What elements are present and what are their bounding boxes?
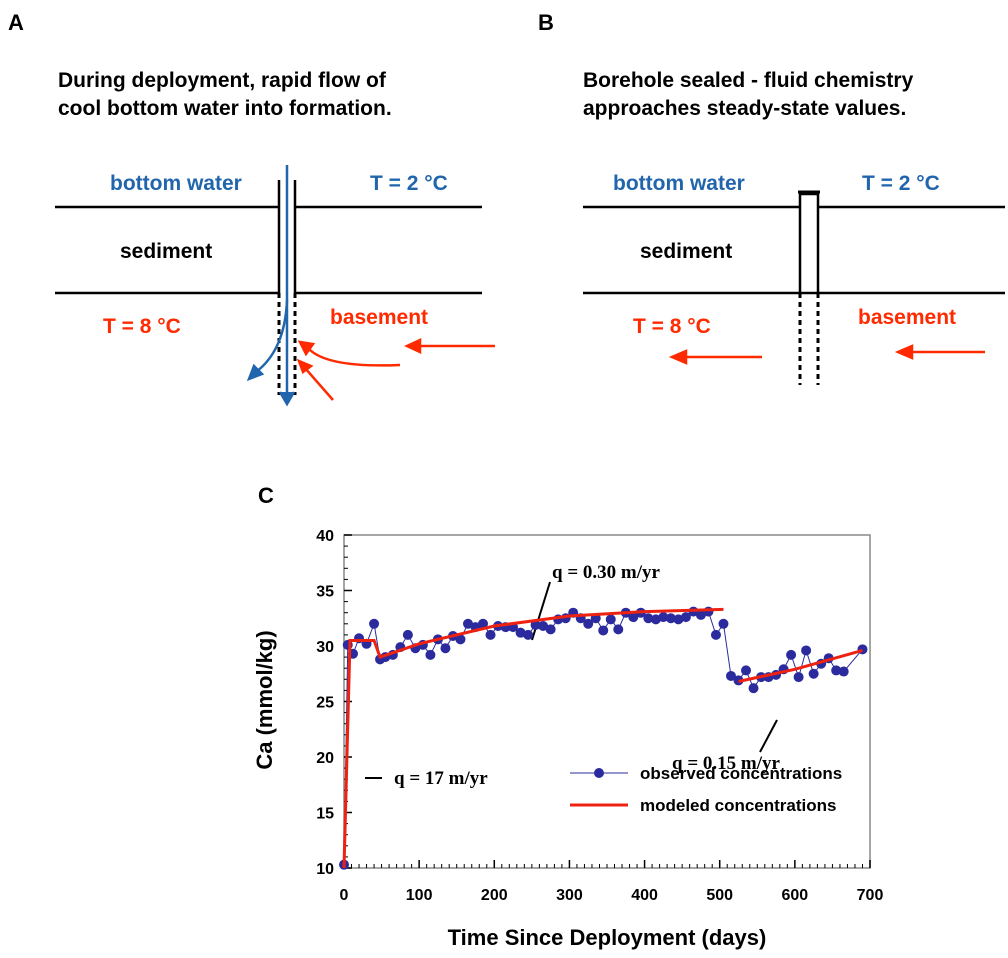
plot-frame: [343, 534, 871, 869]
data-point: [440, 643, 451, 654]
data-point: [673, 614, 684, 625]
label: basement: [330, 306, 428, 329]
data-point: [695, 609, 706, 620]
data-point: [741, 665, 752, 676]
data-point: [808, 668, 819, 679]
data-point: [748, 683, 759, 694]
x-tick-label: 0: [340, 887, 349, 904]
flow-arrows-red: [296, 338, 495, 401]
y-tick-label: 10: [316, 861, 334, 878]
data-point: [838, 666, 849, 677]
data-point: [369, 618, 380, 629]
label: sediment: [120, 240, 212, 263]
data-point: [515, 627, 526, 638]
x-tick-label: 400: [631, 887, 658, 904]
label: T = 8 °C: [633, 315, 711, 338]
legend: observed concentrations modeled concentra…: [570, 764, 842, 815]
caption: Borehole sealed - fluid chemistry: [583, 69, 914, 92]
data-point: [801, 645, 812, 656]
data-point: [455, 634, 466, 645]
data-point: [665, 613, 676, 624]
y-tick-label: 40: [316, 528, 334, 545]
legend-marker: [594, 768, 604, 778]
data-point: [545, 624, 556, 635]
panel-label: B: [538, 10, 554, 35]
data-point: [793, 672, 804, 683]
x-tick-label: 300: [556, 887, 583, 904]
leader-lines: [365, 581, 778, 779]
series-line: [342, 607, 863, 869]
legend-label: modeled concentrations: [640, 796, 836, 815]
y-tick-label: 20: [316, 750, 334, 767]
caption: During deployment, rapid flow of: [58, 69, 387, 92]
data-point: [402, 629, 413, 640]
x-axis-label: Time Since Deployment (days): [448, 925, 767, 950]
data-point: [650, 614, 661, 625]
data-point: [538, 621, 549, 632]
data-point: [703, 606, 714, 617]
annotation: q = 0.30 m/yr: [552, 562, 660, 583]
data-point: [478, 618, 489, 629]
caption: approaches steady-state values.: [583, 97, 906, 120]
data-point: [425, 649, 436, 660]
y-tick-label: 35: [316, 584, 334, 601]
legend-label: observed concentrations: [640, 764, 842, 783]
annotation: q = 17 m/yr: [394, 768, 488, 789]
label: T = 8 °C: [103, 315, 181, 338]
label: sediment: [640, 240, 732, 263]
diagram-b: [583, 190, 1005, 385]
data-point: [725, 670, 736, 681]
x-tick-label: 100: [406, 887, 433, 904]
data-point: [680, 612, 691, 623]
caption: cool bottom water into formation.: [58, 97, 392, 120]
y-tick-label: 15: [316, 806, 334, 823]
label: bottom water: [613, 172, 745, 195]
panel-label: A: [8, 10, 24, 35]
y-tick-label: 25: [316, 695, 334, 712]
data-point: [583, 618, 594, 629]
label: basement: [858, 306, 956, 329]
flow-arrows-red: [668, 344, 985, 365]
x-tick-label: 200: [481, 887, 508, 904]
annotation: q = 0.15 m/yr: [672, 753, 780, 774]
data-point: [786, 649, 797, 660]
data-point: [462, 618, 473, 629]
y-tick-label: 30: [316, 639, 334, 656]
data-point: [658, 612, 669, 623]
data-point: [605, 614, 616, 625]
label: T = 2 °C: [862, 172, 940, 195]
data-point: [643, 613, 654, 624]
data-point: [718, 618, 729, 629]
data-point: [710, 629, 721, 640]
x-tick-label: 700: [857, 887, 884, 904]
data-point: [530, 619, 541, 630]
x-tick-label: 500: [706, 887, 733, 904]
label: T = 2 °C: [370, 172, 448, 195]
y-axis-label: Ca (mmol/kg): [252, 630, 277, 769]
flow-arrows-blue: [246, 165, 296, 407]
x-tick-label: 600: [782, 887, 809, 904]
data-point: [831, 665, 842, 676]
data-point: [523, 629, 534, 640]
data-point: [485, 629, 496, 640]
panel-label: C: [258, 483, 274, 508]
diagram-a: [55, 180, 482, 395]
data-point: [598, 625, 609, 636]
label: bottom water: [110, 172, 242, 195]
data-point: [628, 612, 639, 623]
data-point: [613, 624, 624, 635]
